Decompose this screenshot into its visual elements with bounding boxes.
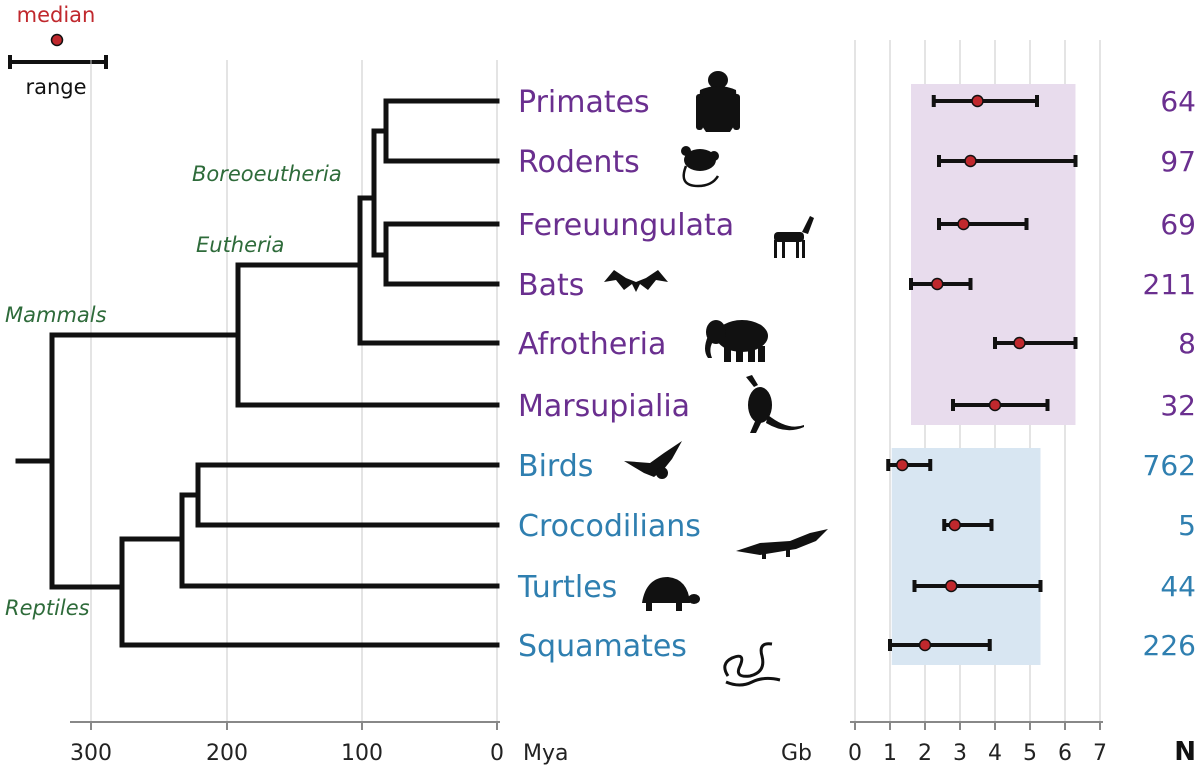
genome-size-tick-label: 0	[848, 741, 862, 766]
silhouettes	[604, 71, 828, 687]
n-column-header: N	[1174, 737, 1196, 767]
genome-size-tick-label: 6	[1058, 741, 1072, 766]
genome-size-marks	[886, 94, 1078, 652]
taxon-label: Bats	[518, 268, 584, 303]
time-axis: 300 200 100 0 Mya	[70, 721, 568, 766]
clade-label-boreoeutheria: Boreoeutheria	[192, 162, 342, 186]
median-point	[1013, 336, 1026, 350]
genome-size-tick-label: 3	[953, 741, 967, 766]
dog-icon	[774, 216, 814, 258]
n-count: 226	[1143, 629, 1196, 662]
clade-label-eutheria: Eutheria	[196, 233, 284, 257]
legend-median-label: median	[17, 3, 96, 27]
taxon-label: Afrotheria	[518, 327, 666, 362]
crocodile-icon	[736, 529, 828, 559]
genome-size-axis-unit: Gb	[781, 741, 812, 766]
n-count: 8	[1178, 327, 1196, 360]
clade-label-mammals: Mammals	[5, 303, 107, 327]
taxon-label: Primates	[518, 85, 650, 120]
time-axis-unit: Mya	[523, 741, 568, 766]
time-tick-label: 0	[490, 741, 504, 766]
gorilla-icon	[696, 71, 740, 132]
taxon-label: Squamates	[518, 629, 687, 664]
median-point	[948, 518, 961, 532]
taxon-label: Crocodilians	[518, 509, 701, 544]
time-tick-label: 200	[206, 741, 248, 766]
n-count: 762	[1143, 449, 1196, 482]
n-count: 44	[1160, 570, 1196, 603]
n-count: 97	[1160, 145, 1196, 178]
taxon-label: Rodents	[518, 145, 640, 180]
taxon-labels: Primates Rodents Fereuungulata Bats Afrother…	[517, 85, 734, 664]
mouse-icon	[681, 146, 720, 188]
median-point	[964, 154, 977, 168]
bird-icon	[624, 441, 682, 479]
n-count: 64	[1160, 85, 1196, 118]
elephant-icon	[705, 320, 768, 362]
median-point	[931, 277, 944, 291]
genome-size-tick-label: 1	[883, 741, 897, 766]
clade-labels: Mammals Eutheria Boreoeutheria Reptiles	[5, 162, 342, 620]
time-tick-label: 300	[70, 741, 112, 766]
median-point	[896, 458, 909, 472]
bat-icon	[604, 270, 668, 292]
clade-label-reptiles: Reptiles	[5, 596, 90, 620]
reptile-group-box	[891, 448, 1041, 665]
genome-size-tick-label: 4	[988, 741, 1002, 766]
genome-size-tick-label: 7	[1093, 741, 1107, 766]
turtle-icon	[642, 577, 700, 611]
genome-size-tick-label: 5	[1023, 741, 1037, 766]
n-count: 5	[1178, 509, 1196, 542]
genome-size-group-boxes	[891, 84, 1076, 665]
n-count: 69	[1160, 208, 1196, 241]
legend: median range	[8, 3, 108, 99]
median-point	[988, 398, 1002, 412]
kangaroo-icon	[746, 375, 804, 433]
legend-range-label: range	[25, 75, 86, 99]
genome-size-tick-label: 2	[918, 741, 932, 766]
taxon-label: Turtles	[517, 570, 617, 605]
phylogenetic-tree	[15, 98, 500, 648]
median-point	[957, 217, 970, 231]
mammal-group-box	[911, 84, 1076, 425]
taxon-label: Birds	[518, 449, 593, 484]
taxon-label: Fereuungulata	[518, 208, 734, 243]
n-count: 32	[1160, 389, 1196, 422]
snake-icon	[723, 642, 781, 687]
time-tick-label: 100	[341, 741, 383, 766]
median-point	[971, 94, 984, 108]
taxon-label: Marsupialia	[518, 389, 690, 424]
time-grid	[90, 60, 498, 722]
n-count: 211	[1143, 268, 1196, 301]
median-point	[945, 579, 958, 593]
median-point	[918, 638, 932, 652]
n-counts: N 64 97 69 211 8 32 762 5 44 226	[1143, 85, 1196, 767]
legend-median-dot	[50, 33, 64, 47]
